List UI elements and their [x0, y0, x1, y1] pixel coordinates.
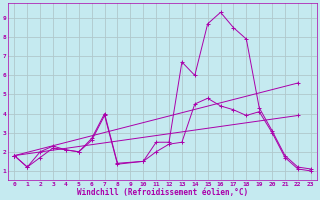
X-axis label: Windchill (Refroidissement éolien,°C): Windchill (Refroidissement éolien,°C): [77, 188, 248, 197]
